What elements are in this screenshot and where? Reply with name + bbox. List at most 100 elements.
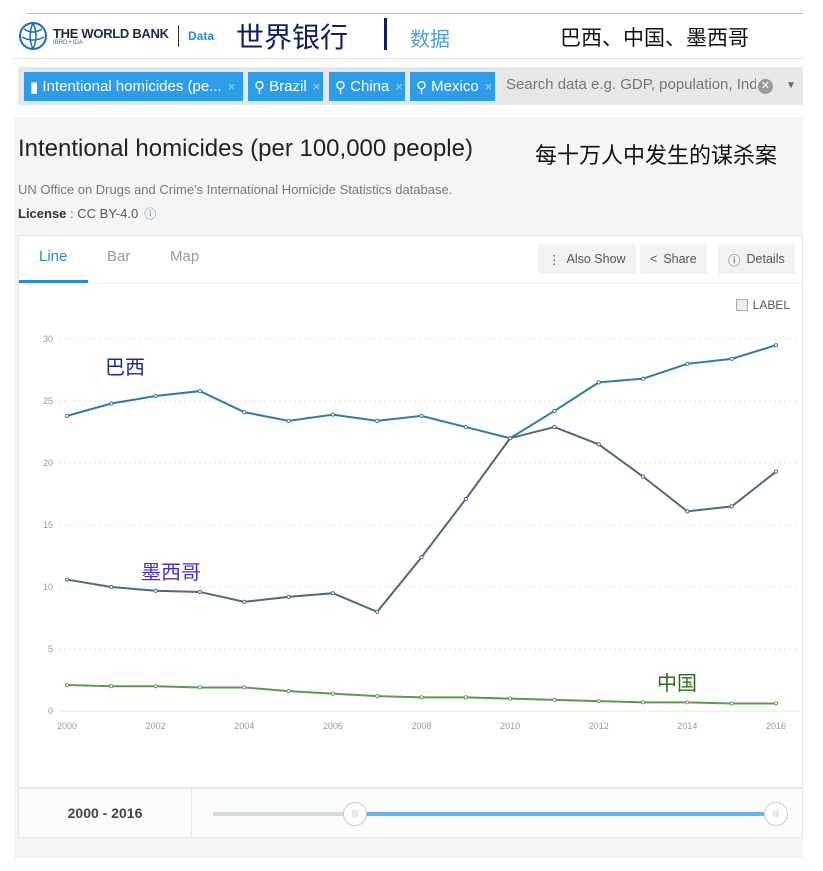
x-tick-label: 2008 bbox=[411, 721, 431, 731]
header-divider bbox=[178, 25, 179, 47]
label-toggle[interactable]: LABEL bbox=[735, 298, 790, 312]
data-point-china bbox=[685, 700, 690, 705]
data-point-brazil bbox=[552, 408, 557, 414]
data-point-mexico bbox=[286, 594, 291, 600]
info-icon: ⓘ bbox=[728, 253, 741, 268]
remove-chip-icon[interactable]: × bbox=[227, 79, 236, 94]
remove-chip-icon[interactable]: × bbox=[395, 79, 403, 94]
line-chart: 0 5 10 15 20 25 30 2000 2002 2004 2006 2008 2010 2012… bbox=[43, 334, 799, 731]
x-tick-label: 2016 bbox=[766, 721, 786, 731]
data-point-china bbox=[286, 689, 291, 694]
data-point-mexico bbox=[153, 588, 158, 593]
data-point-brazil bbox=[685, 361, 690, 366]
active-tab-indicator bbox=[19, 280, 88, 283]
data-point-brazil bbox=[153, 393, 158, 399]
tab-line[interactable]: Line bbox=[39, 248, 68, 265]
map-pin-icon: ⚲ bbox=[254, 78, 270, 96]
data-point-brazil bbox=[729, 356, 734, 361]
x-tick-label: 2010 bbox=[500, 721, 520, 731]
data-point-brazil bbox=[330, 412, 335, 417]
data-point-china bbox=[330, 691, 335, 696]
checkbox[interactable] bbox=[735, 299, 748, 311]
data-point-brazil bbox=[773, 343, 779, 348]
chip-mexico[interactable]: ⚲ Mexico × bbox=[410, 72, 495, 101]
x-tick-label: 2012 bbox=[589, 721, 609, 731]
bar-chart-icon: ▮ bbox=[30, 78, 43, 96]
data-point-china bbox=[729, 701, 734, 706]
x-tick-label: 2000 bbox=[57, 721, 77, 731]
x-tick-label: 2002 bbox=[146, 721, 166, 731]
y-tick-label: 10 bbox=[43, 582, 53, 592]
world-bank-logo[interactable]: THE WORLD BANK IBRD • IDA bbox=[18, 21, 169, 51]
data-point-mexico bbox=[773, 469, 779, 474]
tab-divider bbox=[19, 283, 804, 284]
slider-end-handle[interactable]: ||| bbox=[764, 802, 788, 826]
data-point-mexico bbox=[375, 609, 380, 614]
year-range-slider: 2000 - 2016 ||| ||| bbox=[18, 788, 803, 838]
data-point-china bbox=[596, 698, 601, 704]
y-tick-label: 20 bbox=[43, 458, 53, 468]
chip-china[interactable]: ⚲ China × bbox=[329, 72, 405, 101]
data-point-mexico bbox=[463, 496, 468, 502]
y-tick-label: 25 bbox=[43, 396, 53, 406]
data-point-china bbox=[419, 695, 424, 700]
header-border bbox=[14, 58, 803, 59]
data-point-china bbox=[508, 696, 513, 701]
data-point-china bbox=[640, 700, 646, 705]
also-show-button[interactable]: ⋮ Also Show bbox=[538, 244, 636, 274]
series-line-brazil bbox=[66, 344, 777, 440]
chip-indicator[interactable]: ▮ Intentional homicides (pe... × bbox=[24, 72, 243, 101]
year-range-label: 2000 - 2016 bbox=[19, 789, 192, 837]
share-button[interactable]: < Share bbox=[640, 244, 707, 274]
details-button[interactable]: ⓘ Details bbox=[718, 244, 795, 274]
series-line-mexico bbox=[66, 425, 777, 614]
top-border bbox=[27, 13, 803, 14]
data-point-mexico bbox=[64, 577, 70, 582]
data-point-brazil bbox=[109, 401, 114, 406]
annotation-mexico: 墨西哥 bbox=[141, 560, 201, 584]
data-point-china bbox=[109, 684, 114, 689]
data-point-brazil bbox=[419, 413, 424, 418]
license: License : CC BY-4.0 ⓘ bbox=[18, 206, 157, 221]
data-point-mexico bbox=[508, 436, 513, 441]
slider-start-handle[interactable]: ||| bbox=[343, 802, 367, 826]
data-point-mexico bbox=[729, 504, 734, 509]
chart-card: Line Bar Map ⋮ Also Show < Share ⓘ Details … bbox=[18, 235, 804, 788]
tab-map[interactable]: Map bbox=[170, 248, 200, 265]
info-icon[interactable]: ⓘ bbox=[144, 207, 157, 221]
globe-icon bbox=[19, 22, 47, 50]
data-point-mexico bbox=[197, 589, 203, 595]
map-pin-icon: ⚲ bbox=[416, 78, 432, 96]
data-link[interactable]: Data bbox=[188, 29, 215, 43]
map-pin-icon: ⚲ bbox=[335, 78, 351, 96]
data-point-china bbox=[197, 685, 203, 690]
chevron-down-icon[interactable]: ▼ bbox=[786, 80, 796, 91]
remove-chip-icon[interactable]: × bbox=[484, 79, 493, 94]
tab-bar[interactable]: Bar bbox=[107, 248, 131, 265]
data-point-mexico bbox=[552, 424, 557, 430]
filter-bar: ▮ Intentional homicides (pe... × ⚲ Brazil… bbox=[18, 67, 803, 105]
remove-chip-icon[interactable]: × bbox=[312, 79, 321, 94]
annotation-brazil: 巴西 bbox=[105, 355, 145, 379]
data-point-china bbox=[64, 682, 70, 688]
data-point-china bbox=[463, 695, 468, 700]
x-tick-label: 2004 bbox=[234, 721, 254, 731]
data-point-china bbox=[153, 684, 158, 689]
y-tick-label: 5 bbox=[48, 644, 53, 654]
share-icon: < bbox=[650, 252, 658, 266]
y-tick-label: 0 bbox=[48, 706, 53, 716]
chip-brazil[interactable]: ⚲ Brazil × bbox=[248, 72, 323, 101]
data-point-brazil bbox=[242, 410, 247, 415]
data-point-mexico bbox=[640, 474, 646, 479]
more-vertical-icon: ⋮ bbox=[548, 252, 561, 267]
data-point-brazil bbox=[375, 418, 380, 423]
data-point-brazil bbox=[640, 376, 646, 381]
clear-icon[interactable]: ✕ bbox=[758, 79, 773, 94]
annotation-china: 中国 bbox=[657, 671, 697, 695]
annotation-divider bbox=[384, 18, 387, 50]
search-input[interactable] bbox=[506, 76, 756, 93]
annotation-countries: 巴西、中国、墨西哥 bbox=[560, 26, 749, 50]
data-point-brazil bbox=[197, 388, 203, 394]
y-tick-label: 30 bbox=[43, 334, 53, 344]
annotation-world-bank: 世界银行 bbox=[236, 21, 349, 54]
